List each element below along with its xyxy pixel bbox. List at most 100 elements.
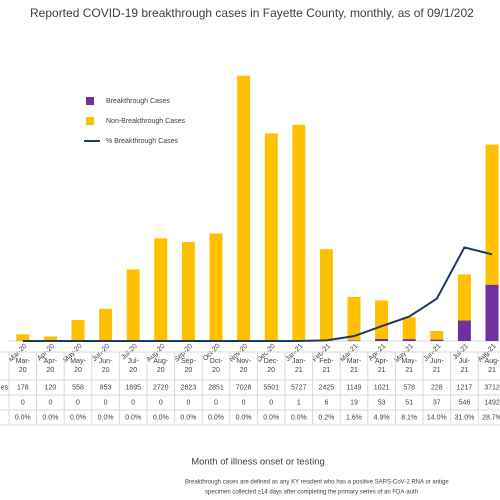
table-header: Dec-20	[263, 358, 279, 374]
table-header: Aug-21	[484, 358, 500, 374]
table-cell: 558	[72, 384, 84, 391]
table-cell: 0.0%	[70, 414, 86, 421]
table-cell: 5727	[291, 384, 307, 391]
table-header: Aug-20	[153, 358, 169, 374]
legend-swatch	[86, 117, 94, 125]
table-cell: 0	[104, 399, 108, 406]
table-cell: 3712	[484, 384, 500, 391]
bar-segment	[43, 336, 57, 341]
bar-segment	[402, 339, 416, 341]
footnote: specimen collected ≥14 days after comple…	[205, 490, 418, 496]
table-cell: 853	[100, 384, 112, 391]
table-cell: 0	[269, 399, 273, 406]
table-header: Oct-20	[209, 358, 223, 374]
bar-segment	[457, 320, 471, 341]
x-axis-label: Month of illness onset or testing	[191, 457, 325, 468]
table-cell: 5501	[263, 384, 279, 391]
table-cell: 37	[433, 399, 441, 406]
table-cell: 0.0%	[42, 414, 58, 421]
table-cell: 178	[17, 384, 29, 391]
table-header: Mar-21	[346, 358, 362, 374]
table-cell: 1217	[457, 384, 473, 391]
table-cell: 2720	[153, 384, 169, 391]
table-header: Nov-20	[236, 358, 251, 374]
bar-segment	[181, 241, 195, 341]
table-cell: 1492	[484, 399, 500, 406]
table-cell: 2425	[319, 384, 335, 391]
table-cell: 0	[131, 399, 135, 406]
table-cell: 14.0%	[427, 414, 447, 421]
table-cell: 0	[76, 399, 80, 406]
table-header: Feb-21	[319, 358, 334, 374]
table-cell: 0.0%	[98, 414, 114, 421]
table-cell: 31.0%	[454, 414, 474, 421]
table-header: Jun-21	[429, 358, 444, 374]
table-cell: 1149	[346, 384, 361, 391]
table-cell: 1.6%	[346, 414, 362, 421]
legend-label: Breakthrough Cases	[106, 98, 170, 105]
bar-segment	[264, 133, 278, 341]
table-cell: 0.0%	[180, 414, 196, 421]
table-cell: 4.9%	[374, 414, 390, 421]
table-header: Jun-20	[98, 358, 113, 374]
table-cell: 1	[297, 399, 301, 406]
table-cell: 0	[159, 399, 163, 406]
table-cell: 0.0%	[15, 414, 31, 421]
bar-segment	[319, 249, 333, 341]
table-header: Jul-20	[127, 358, 139, 374]
legend-label: % Breakthrough Cases	[106, 138, 178, 145]
bar-segment	[430, 330, 444, 340]
table-cell: 6	[324, 399, 328, 406]
table-header: May-21	[401, 358, 417, 374]
bar-segment	[347, 340, 361, 341]
table-cell: 0.2%	[318, 414, 334, 421]
bar-segment	[485, 284, 499, 341]
legend-swatch	[86, 97, 94, 105]
table-cell: 578	[403, 384, 415, 391]
bar-segment	[402, 317, 416, 340]
bar-segment	[209, 233, 223, 341]
table-header: Sep-20	[180, 358, 196, 374]
table-cell: 2851	[208, 384, 224, 391]
table-cell: 0.0%	[208, 414, 224, 421]
table-header: Apr-20	[43, 358, 57, 374]
table-header: Mar-20	[15, 358, 30, 374]
table-cell: 1021	[374, 384, 390, 391]
bar-segment	[16, 334, 30, 341]
bar-segment	[292, 124, 306, 341]
table-cell: 0.0%	[153, 414, 169, 421]
table-cell: 0.0%	[236, 414, 252, 421]
table-cell: 0.0%	[263, 414, 279, 421]
table-cell: 228	[431, 384, 443, 391]
table-cell: 0	[21, 399, 25, 406]
bar-segment	[457, 274, 471, 321]
table-cell: 7028	[236, 384, 252, 391]
table-cell: 0.0%	[291, 414, 307, 421]
table-cell: 0.0%	[125, 414, 141, 421]
bar-segment	[430, 339, 444, 341]
table-cell: 28.7%	[482, 414, 500, 421]
table-cell: 53	[378, 399, 386, 406]
bar-segment	[154, 238, 168, 341]
table-cell: 120	[45, 384, 57, 391]
footnote: Breakthrough cases are defined as any KY…	[185, 480, 449, 486]
table-cell: 0	[242, 399, 246, 406]
table-header: Jul-21	[458, 358, 471, 374]
table-header: May-20	[70, 358, 86, 374]
bar-segment	[375, 300, 389, 339]
table-cell: 1895	[125, 384, 141, 391]
chart-title: Reported COVID-19 breakthrough cases in …	[30, 6, 474, 20]
line-series	[22, 246, 493, 342]
table-cell: 2623	[181, 384, 197, 391]
table-cell: 51	[405, 399, 413, 406]
table-cell: 19	[350, 399, 358, 406]
table-header: Jan-21	[291, 358, 306, 374]
bar-segment	[485, 144, 499, 285]
bar-segment	[347, 296, 361, 341]
table-row-label: es	[1, 384, 9, 391]
table-cell: 546	[459, 399, 471, 406]
table-cell: 0	[214, 399, 218, 406]
table-cell: 0	[186, 399, 190, 406]
